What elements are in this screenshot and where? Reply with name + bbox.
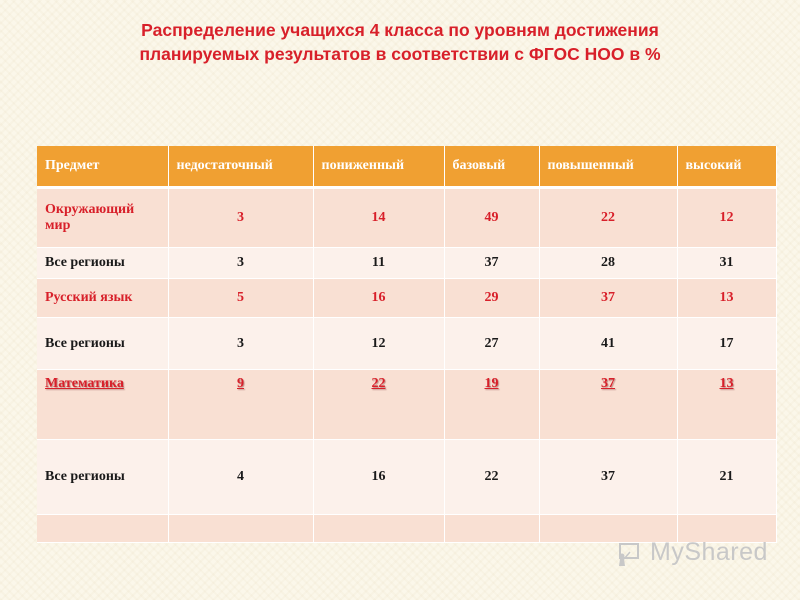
table-cell: 37 [444, 247, 540, 279]
table-cell-empty [444, 514, 540, 543]
table-cell: 22 [444, 439, 540, 515]
results-table: Предмет недостаточный пониженный базовый… [37, 146, 777, 543]
table-cell: 14 [313, 187, 445, 248]
slide-title-line-2: планируемых результатов в соответствии с… [139, 44, 661, 64]
logo-text: MyShared [650, 538, 768, 566]
header-insufficient: недостаточный [168, 146, 314, 189]
table-cell: 12 [677, 187, 777, 248]
slide-title: Распределение учащихся 4 класса по уровн… [40, 18, 760, 66]
table-cell-empty [677, 514, 777, 543]
table-cell: 31 [677, 247, 777, 279]
table-row: Все регионы 3 11 37 28 31 [37, 247, 777, 279]
row-subject: Все регионы [37, 317, 169, 370]
table-row: Математика 9 22 19 37 13 [37, 369, 777, 440]
table-cell: 3 [168, 317, 314, 370]
row-subject: Математика [37, 369, 169, 440]
header-subject: Предмет [37, 146, 169, 189]
table-row: Русский язык 5 16 29 37 13 [37, 278, 777, 318]
table-cell: 4 [168, 439, 314, 515]
table-cell: 13 [677, 369, 777, 440]
table-cell: 21 [677, 439, 777, 515]
table-cell: 29 [444, 278, 540, 318]
myshared-logo: MyShared [606, 536, 771, 576]
row-subject: Все регионы [37, 439, 169, 515]
table-cell-empty [168, 514, 314, 543]
table-cell: 12 [313, 317, 445, 370]
row-subject: Все регионы [37, 247, 169, 279]
table-cell: 9 [168, 369, 314, 440]
header-reduced: пониженный [313, 146, 445, 189]
table-cell: 17 [677, 317, 777, 370]
row-subject: Русский язык [37, 278, 169, 318]
slide-title-line-1: Распределение учащихся 4 класса по уровн… [141, 20, 659, 40]
table-cell: 19 [444, 369, 540, 440]
table-cell: 11 [313, 247, 445, 279]
table-header-row: Предмет недостаточный пониженный базовый… [37, 146, 777, 189]
table-row: Все регионы 4 16 22 37 21 [37, 439, 777, 515]
table-row-empty [37, 514, 777, 543]
table-cell-empty [313, 514, 445, 543]
table-row: Все регионы 3 12 27 41 17 [37, 317, 777, 370]
teacher-board-icon [619, 543, 639, 566]
table-cell: 37 [539, 439, 678, 515]
table-cell: 37 [539, 278, 678, 318]
table-cell: 5 [168, 278, 314, 318]
table-cell: 3 [168, 247, 314, 279]
header-advanced: повышенный [539, 146, 678, 189]
row-subject: Окружающий мир [37, 187, 169, 248]
table-cell: 37 [539, 369, 678, 440]
header-high: высокий [677, 146, 777, 189]
header-basic: базовый [444, 146, 540, 189]
table-cell: 49 [444, 187, 540, 248]
table-cell: 22 [313, 369, 445, 440]
table-cell: 3 [168, 187, 314, 248]
table-cell-empty [37, 514, 169, 543]
table-cell: 13 [677, 278, 777, 318]
table-row: Окружающий мир 3 14 49 22 12 [37, 187, 777, 248]
table-cell: 16 [313, 278, 445, 318]
table-cell: 27 [444, 317, 540, 370]
table-cell-empty [539, 514, 678, 543]
table-cell: 22 [539, 187, 678, 248]
table-cell: 16 [313, 439, 445, 515]
table-cell: 28 [539, 247, 678, 279]
table-cell: 41 [539, 317, 678, 370]
